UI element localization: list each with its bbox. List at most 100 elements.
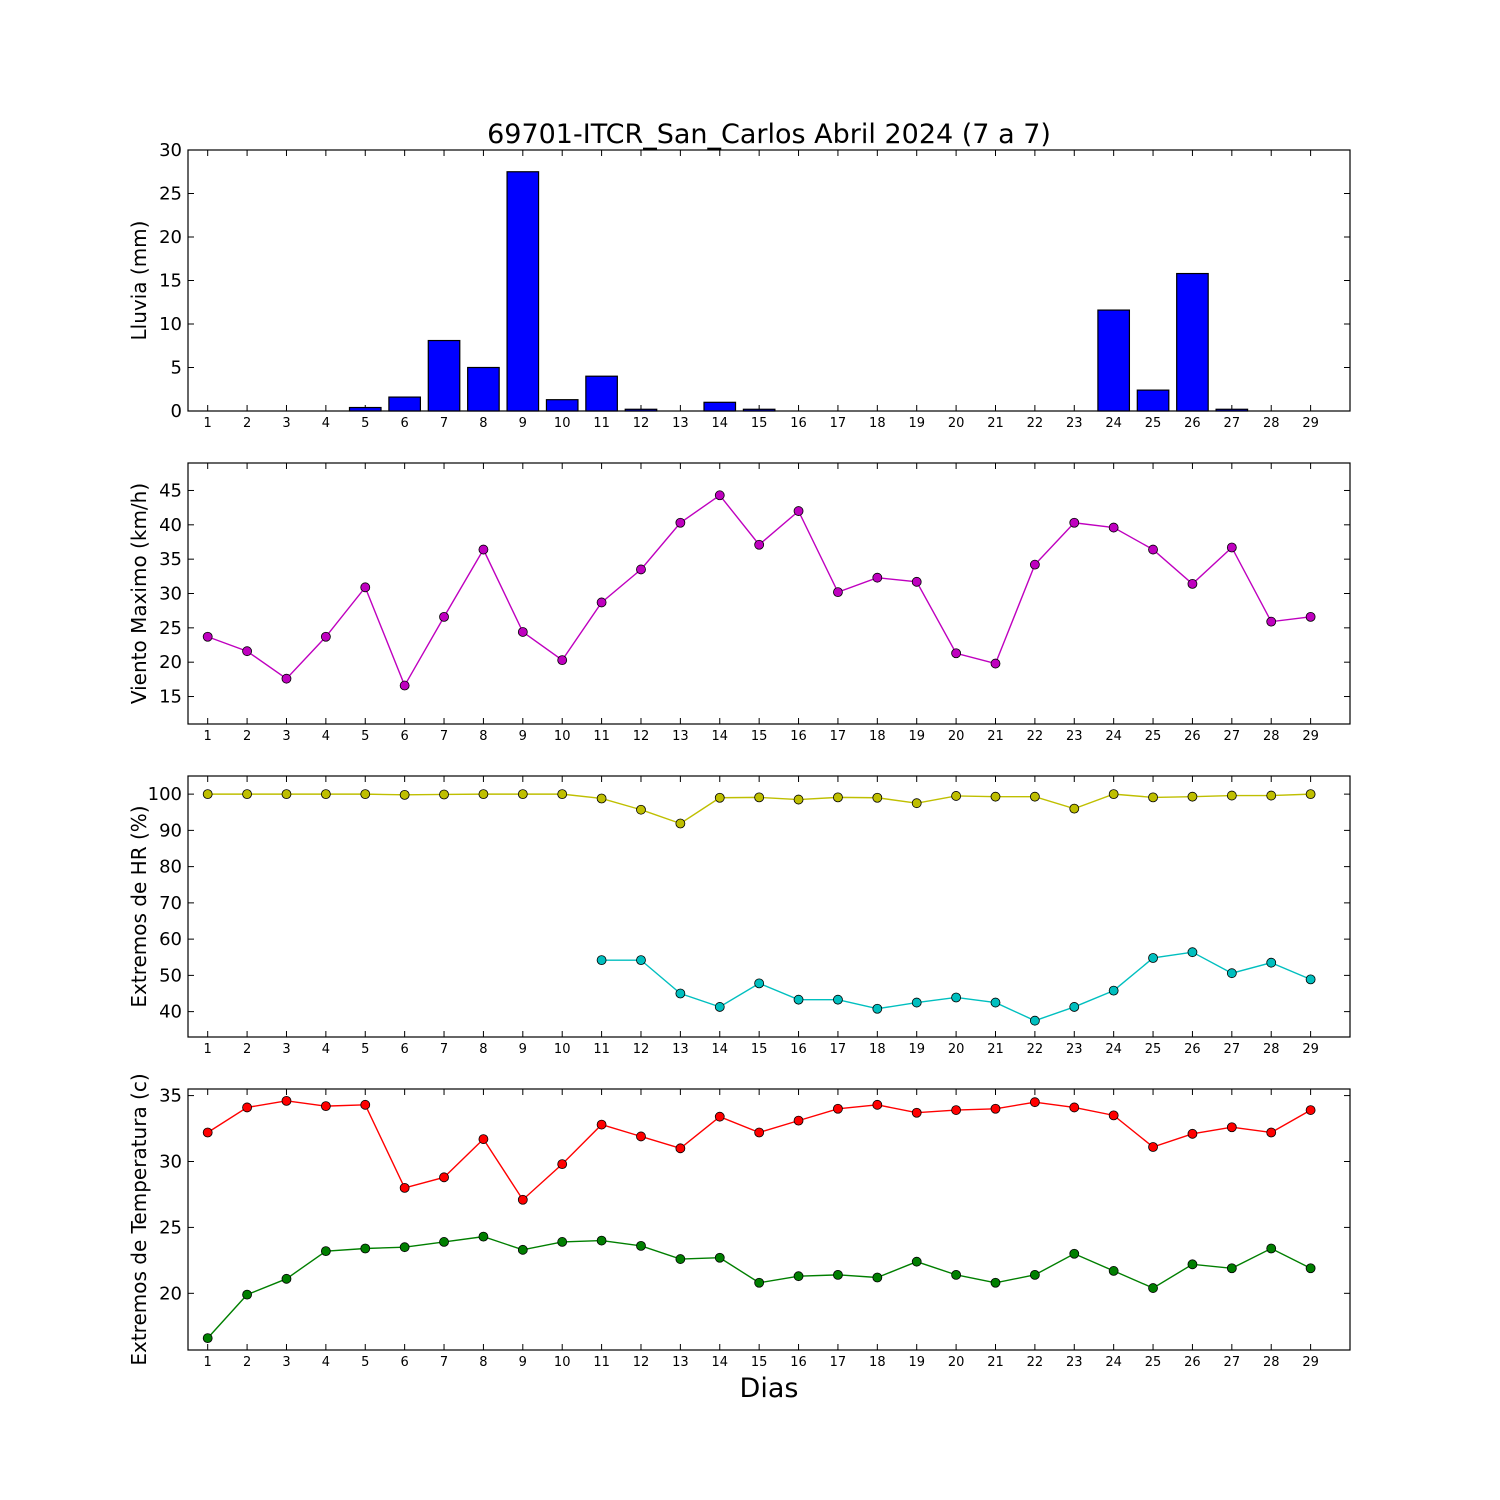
x-tick-label: 17 [830,729,847,744]
y-tick-label: 20 [159,227,182,248]
series-2-point-day-28 [1266,957,1277,968]
x-tick-label: 14 [711,416,728,431]
bar-day-11 [585,375,618,412]
x-tick-label: 10 [554,729,571,744]
y-tick-label: 35 [159,1086,182,1107]
axes-frame [187,1088,1351,1351]
x-tick-label: 12 [633,416,650,431]
series-1-point-day-10 [557,1159,568,1170]
series-2-point-day-5 [360,1243,371,1254]
series-1-point-day-19 [911,576,922,587]
series-2-point-day-24 [1108,1266,1119,1276]
series-1-point-day-16 [793,794,804,805]
series-2-point-day-14 [714,1252,725,1263]
series-2-point-day-16 [793,994,804,1005]
x-tick-label: 24 [1105,1042,1122,1057]
x-tick-label: 5 [361,416,369,431]
series-1-point-day-11 [596,1119,607,1130]
x-tick-label: 20 [948,1042,965,1057]
x-tick-label: 27 [1224,729,1241,744]
series-1-point-day-15 [754,1127,765,1138]
series-2-point-day-3 [281,1273,292,1284]
x-tick-label: 19 [908,729,925,744]
y-tick-label: 25 [159,184,182,205]
bar-day-25 [1136,389,1170,412]
series-1-point-day-14 [714,1111,725,1122]
series-2-point-day-27 [1226,968,1237,979]
series-1-point-day-5 [360,789,371,800]
x-tick-label: 13 [672,729,689,744]
x-tick-label: 27 [1224,1042,1241,1057]
x-tick-label: 22 [1027,729,1044,744]
y-tick-label: 70 [159,893,182,914]
x-tick-label: 9 [519,1042,527,1057]
series-1-point-day-19 [911,1107,922,1118]
y-axis-label: Viento Maximo (km/h) [127,483,151,704]
series-2-point-day-12 [636,1240,646,1251]
series-1-point-day-1 [202,789,213,800]
bar-day-24 [1097,309,1131,412]
x-tick-label: 28 [1263,416,1280,431]
x-axis-label: Dias [740,1373,799,1404]
series-1-point-day-15 [754,792,765,803]
x-tick-label: 18 [869,1355,886,1370]
y-tick-label: 45 [159,480,182,501]
series-2-point-day-18 [872,1272,883,1283]
x-tick-label: 15 [751,1042,768,1057]
y-tick-label: 80 [159,857,182,878]
x-tick-label: 7 [440,416,448,431]
series-2-point-day-16 [793,1271,804,1282]
x-tick-label: 28 [1263,1355,1280,1370]
series-2-point-day-6 [399,1242,410,1253]
y-tick-label: 50 [159,965,182,986]
x-tick-label: 24 [1105,1355,1122,1370]
y-tick-label: 15 [159,687,182,708]
series-1-point-day-12 [636,1131,646,1142]
series-2-point-day-11 [596,955,607,966]
series-1-point-day-5 [360,582,371,593]
bar-day-6 [388,396,421,412]
series-1-point-day-25 [1148,792,1158,803]
bar-day-10 [545,399,579,412]
series-1-point-day-7 [439,611,449,622]
series-2-point-day-13 [675,988,686,999]
y-tick-label: 20 [159,652,182,673]
series-2-point-day-19 [911,1256,922,1267]
x-tick-label: 7 [440,1355,448,1370]
bar-day-7 [427,339,461,412]
series-2-point-day-7 [439,1237,449,1247]
y-axis-label: Extremos de Temperatura (c) [127,1073,151,1365]
series-2-point-day-23 [1069,1002,1080,1012]
x-tick-label: 3 [282,729,290,744]
series-1-point-day-7 [439,789,449,800]
x-tick-label: 9 [519,416,527,431]
x-tick-label: 29 [1302,1355,1319,1370]
series-1-point-day-24 [1108,789,1119,800]
bar-day-12 [624,408,658,412]
series-1-point-day-28 [1266,790,1277,801]
series-1-point-day-28 [1266,1127,1277,1138]
x-tick-label: 25 [1145,1355,1162,1370]
y-tick-label: 40 [159,1002,182,1023]
x-tick-label: 23 [1066,416,1083,431]
x-tick-label: 21 [987,416,1004,431]
x-tick-label: 2 [243,1355,251,1370]
series-2-point-day-14 [714,1002,725,1012]
x-tick-label: 19 [908,416,925,431]
series-1-point-day-14 [714,792,725,803]
series-1-point-day-25 [1148,1142,1158,1152]
series-2-point-day-19 [911,997,922,1008]
series-1-point-day-3 [281,1095,292,1106]
series-1-point-day-29 [1305,1105,1316,1115]
x-tick-label: 13 [672,416,689,431]
y-tick-label: 100 [148,784,182,805]
series-2-point-day-1 [202,1333,213,1344]
y-tick-label: 60 [159,929,182,950]
x-tick-label: 13 [672,1355,689,1370]
x-tick-label: 29 [1302,1042,1319,1057]
x-tick-label: 26 [1184,729,1201,744]
series-1-point-day-16 [793,506,804,516]
x-tick-label: 9 [519,729,527,744]
